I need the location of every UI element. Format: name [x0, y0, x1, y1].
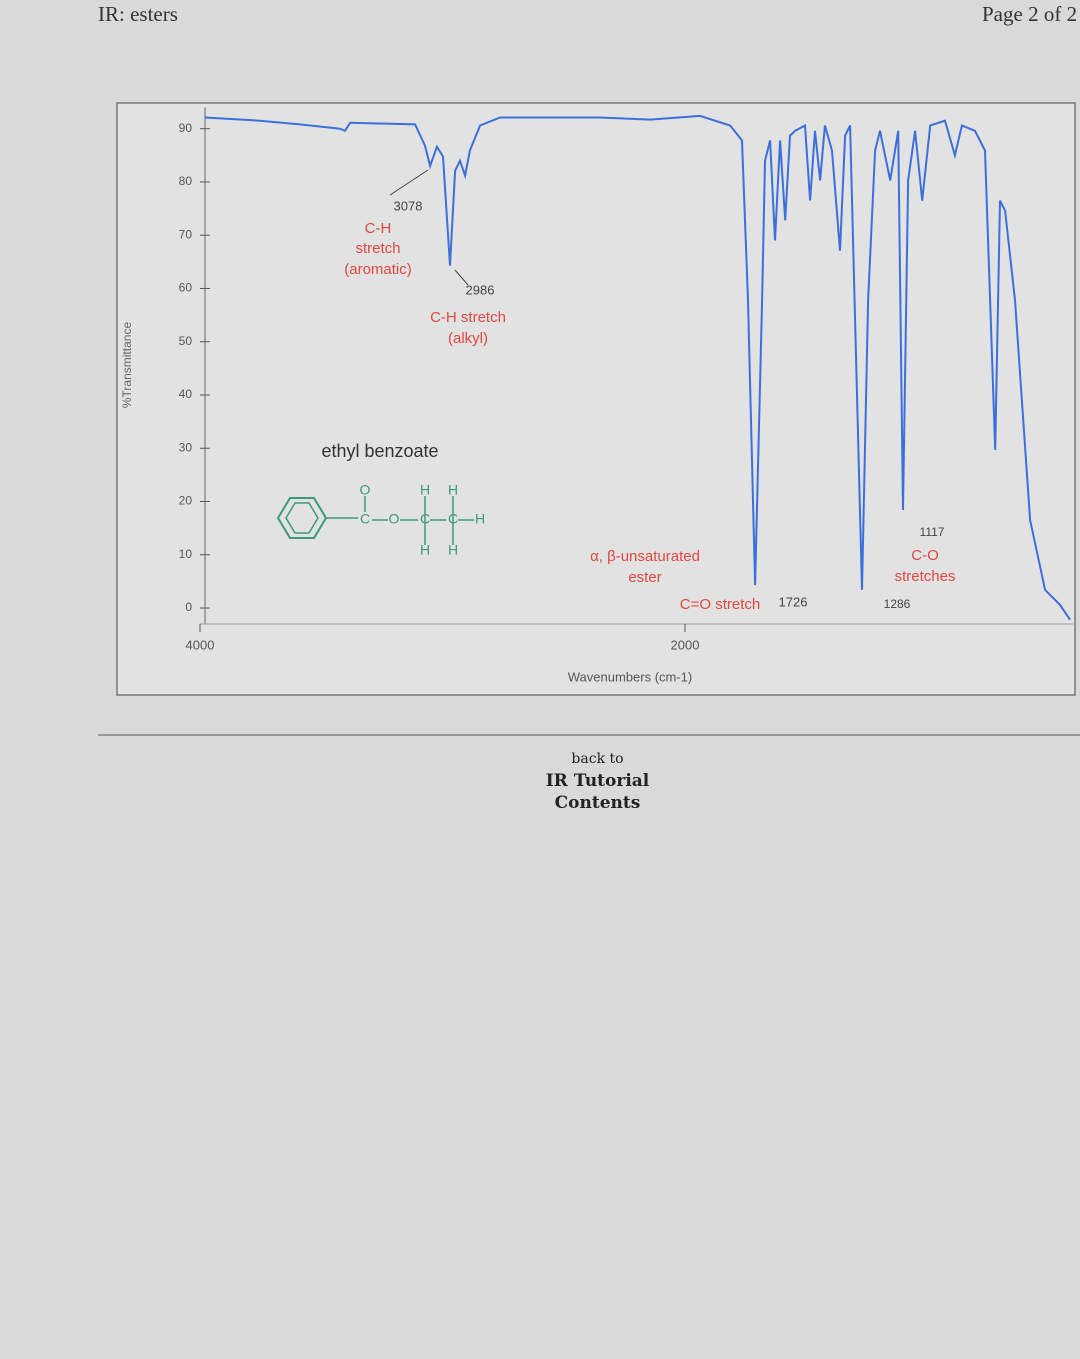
y-tick-label: 60: [179, 281, 193, 295]
annotation: ester: [628, 569, 661, 586]
annotation: C-H: [365, 220, 392, 237]
x-axis-label: Wavenumbers (cm-1): [568, 669, 692, 684]
back-link[interactable]: back to IR Tutorial Contents: [540, 748, 655, 814]
leader: [389, 169, 429, 196]
y-tick-label: 10: [179, 547, 193, 561]
atom-label: H: [448, 542, 458, 558]
annotation: C-H stretch: [430, 309, 506, 326]
spectrum-line: [205, 114, 1071, 621]
atom-label: H: [420, 542, 430, 558]
link-text[interactable]: Contents: [554, 793, 641, 813]
annotation: α, β-unsaturated: [590, 548, 700, 565]
atom-label: H: [420, 482, 430, 498]
annotation: 1726: [779, 594, 808, 609]
page-number: Page 2 of 2: [982, 2, 1078, 26]
benzene-ring-inner: [285, 502, 319, 534]
atom-label: H: [475, 511, 485, 527]
y-tick-label: 70: [179, 227, 193, 241]
annotation: 1286: [884, 597, 911, 611]
atom-label: H: [448, 482, 458, 498]
y-tick-label: 0: [185, 600, 192, 614]
annotation: C-O: [911, 547, 939, 564]
compound-name: ethyl benzoate: [321, 441, 438, 461]
x-tick-label: 4000: [186, 637, 215, 652]
annotation: (alkyl): [448, 330, 488, 347]
y-tick-label: 80: [179, 174, 193, 188]
link-text[interactable]: IR Tutorial: [545, 771, 650, 791]
y-tick-label: 40: [179, 387, 193, 401]
x-tick-label: 2000: [671, 637, 700, 652]
atom-label: C: [420, 511, 430, 527]
atom-label: O: [389, 511, 400, 527]
plot-frame: [116, 102, 1076, 696]
y-axis-label: %Transmittance: [120, 322, 134, 409]
atom-label: C: [448, 511, 458, 527]
annotation: C=O stretch: [680, 596, 760, 613]
leader: [454, 269, 469, 286]
link-text[interactable]: back to: [571, 751, 624, 767]
annotation: stretch: [355, 240, 400, 257]
annotation: 1117: [920, 525, 945, 539]
y-tick-label: 30: [179, 440, 193, 454]
annotation: 3078: [394, 198, 423, 213]
annotation: stretches: [895, 568, 956, 585]
y-tick-label: 20: [179, 494, 193, 508]
chart: 0 10 20 30 40 50 60 70 80 90 4000 2000 Wavenumbers (…: [98, 102, 1080, 736]
annotation: 2986: [466, 282, 495, 297]
y-tick-label: 50: [179, 334, 193, 348]
page-title: IR: esters: [98, 2, 178, 26]
atom-label: C: [360, 511, 370, 527]
atom-label: O: [360, 482, 371, 498]
y-tick-label: 90: [179, 121, 193, 135]
annotation: (aromatic): [344, 261, 412, 278]
